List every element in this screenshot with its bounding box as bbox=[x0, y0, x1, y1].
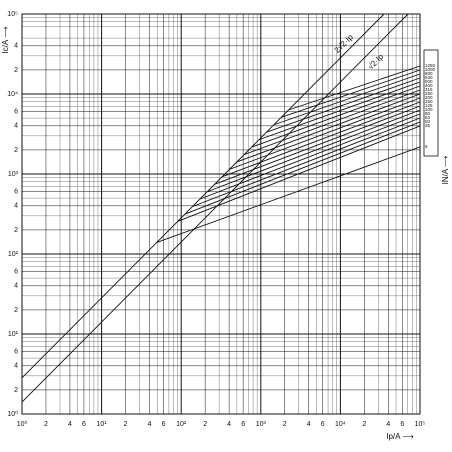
legend-entry: 800 bbox=[425, 71, 433, 76]
legend-entry: 315 bbox=[425, 87, 433, 92]
fuse-line bbox=[229, 97, 421, 170]
fuse-line bbox=[244, 89, 421, 155]
legend-entry: 125 bbox=[425, 103, 433, 108]
y-tick-label: 10⁰ bbox=[7, 410, 18, 418]
x-tick-label: 10³ bbox=[256, 421, 267, 428]
y-tick-label: 2 bbox=[14, 307, 18, 314]
legend-entry: 100 bbox=[425, 107, 433, 112]
legend-entry: 50 bbox=[425, 119, 431, 124]
fuse-line bbox=[258, 81, 421, 141]
x-tick-label: 10⁴ bbox=[335, 421, 346, 428]
reference-label: 2√2·Ip bbox=[333, 32, 356, 55]
legend-entry: 6 bbox=[425, 144, 428, 149]
y-tick-label: 10¹ bbox=[8, 331, 19, 338]
fuse-line bbox=[184, 121, 421, 215]
x-tick-label: 6 bbox=[400, 421, 404, 428]
fuse-line bbox=[214, 105, 421, 185]
x-tick-label: 10⁰ bbox=[17, 420, 28, 428]
x-tick-label: 4 bbox=[68, 421, 72, 428]
y-tick-label: 6 bbox=[14, 189, 18, 196]
legend-entry: 250 bbox=[425, 91, 433, 96]
x-tick-label: 2 bbox=[362, 421, 366, 428]
reference-line bbox=[21, 13, 385, 379]
y-tick-label: 2 bbox=[14, 387, 18, 394]
y-tick-label: 2 bbox=[14, 227, 18, 234]
fuse-line bbox=[192, 117, 421, 208]
x-tick-label: 4 bbox=[386, 421, 390, 428]
fuse-line bbox=[251, 85, 421, 148]
fuse-line bbox=[199, 113, 421, 200]
x-tick-label: 10⁵ bbox=[415, 421, 426, 428]
x-tick-label: 6 bbox=[241, 421, 245, 428]
reference-line bbox=[21, 13, 409, 403]
y-tick-label: 6 bbox=[14, 269, 18, 276]
plot-frame bbox=[21, 13, 421, 415]
y-tick-label: 2 bbox=[14, 67, 18, 74]
legend-entry: 400 bbox=[425, 83, 433, 88]
reference-label: √2·Ip bbox=[366, 52, 386, 72]
fuse-line bbox=[156, 146, 421, 243]
legend-entry: 1000 bbox=[425, 67, 436, 72]
x-tick-label: 4 bbox=[148, 421, 152, 428]
x-tick-label: 10¹ bbox=[97, 421, 108, 428]
y-tick-label: 10³ bbox=[8, 171, 19, 178]
x-tick-label: 6 bbox=[162, 421, 166, 428]
x-tick-label: 2 bbox=[283, 421, 287, 428]
legend-entry: 63 bbox=[425, 115, 431, 120]
y-tick-label: 10⁵ bbox=[7, 11, 18, 18]
fuse-line bbox=[207, 109, 421, 193]
fuse-line bbox=[266, 77, 421, 133]
y-tick-label: 4 bbox=[14, 43, 18, 50]
legend-entry: 35 bbox=[425, 123, 431, 128]
x-tick-label: 2 bbox=[203, 421, 207, 428]
x-tick-label: 2 bbox=[44, 421, 48, 428]
y-axis-label: Ic/A ⟶ bbox=[1, 26, 10, 54]
fuse-line bbox=[288, 65, 421, 111]
legend-entry: 1250 bbox=[425, 63, 436, 68]
x-axis-label: Ip/A ⟶ bbox=[386, 432, 414, 441]
fuse-line bbox=[177, 125, 421, 222]
legend-entry: 160 bbox=[425, 99, 433, 104]
y-tick-label: 6 bbox=[14, 109, 18, 116]
fuse-line bbox=[221, 101, 421, 178]
legend-box bbox=[423, 49, 439, 157]
x-tick-label: 6 bbox=[321, 421, 325, 428]
x-tick-label: 4 bbox=[227, 421, 231, 428]
legend-entry: 500 bbox=[425, 79, 433, 84]
legend-entry: 630 bbox=[425, 75, 433, 80]
fuse-line bbox=[281, 69, 421, 118]
legend-entry: 200 bbox=[425, 95, 433, 100]
y-tick-label: 4 bbox=[14, 283, 18, 290]
fuse-line bbox=[236, 93, 421, 163]
x-tick-label: 2 bbox=[124, 421, 128, 428]
fuse-line bbox=[273, 73, 421, 126]
y-tick-label: 4 bbox=[14, 123, 18, 130]
legend-title: IN/A ⟶ bbox=[441, 155, 450, 184]
y-tick-label: 4 bbox=[14, 203, 18, 210]
x-tick-label: 6 bbox=[82, 421, 86, 428]
y-tick-label: 10⁴ bbox=[7, 91, 18, 98]
y-tick-label: 10² bbox=[8, 251, 19, 258]
y-tick-label: 4 bbox=[14, 363, 18, 370]
legend-entry: 80 bbox=[425, 111, 431, 116]
y-tick-label: 6 bbox=[14, 349, 18, 356]
y-tick-label: 2 bbox=[14, 147, 18, 154]
x-tick-label: 10² bbox=[176, 421, 187, 428]
x-tick-label: 4 bbox=[307, 421, 311, 428]
